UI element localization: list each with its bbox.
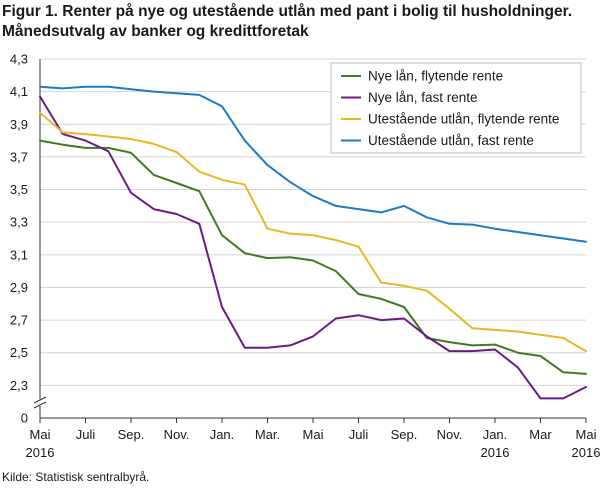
- y-tick-label: 3,7: [10, 149, 28, 164]
- series-line-3: [39, 111, 587, 353]
- x-tick-label: Mar.: [255, 427, 280, 442]
- x-tick-label: Juli: [349, 427, 369, 442]
- x-tick-label: Nov.: [164, 427, 190, 442]
- series-line-1: [39, 139, 587, 375]
- legend-box: [330, 62, 582, 154]
- axis-break-mark: [33, 401, 47, 409]
- y-tick-label: 3,1: [10, 247, 28, 262]
- x-tick-label: Nov.: [437, 427, 463, 442]
- y-tick-label: 2,7: [10, 313, 28, 328]
- y-tick-label: 2,9: [10, 280, 28, 295]
- axis-break-gap: [34, 399, 46, 406]
- y-tick-label: 3,3: [10, 215, 28, 230]
- x-tick-label: Jan.: [483, 427, 508, 442]
- y-tick-label: 2,3: [10, 378, 28, 393]
- y-tick-label: 4,3: [10, 52, 28, 67]
- x-tick-year-label: 2016: [481, 445, 510, 460]
- legend-label: Nye lån, flytende rente: [368, 69, 503, 84]
- legend-label: Nye lån, fast rente: [368, 90, 478, 105]
- legend-label: Utestående utlån, fast rente: [368, 133, 534, 148]
- x-tick-label: Mar: [529, 427, 552, 442]
- y-tick-label: 3,9: [10, 117, 28, 132]
- axes: 4,34,13,93,73,53,33,12,92,72,52,30Mai201…: [10, 52, 601, 461]
- axis-break-mark: [33, 396, 47, 404]
- chart-title: Figur 1. Renter på nye og utestående utl…: [2, 2, 606, 42]
- chart-title-line-1: Figur 1. Renter på nye og utestående utl…: [2, 3, 573, 20]
- x-tick-label: Mai: [30, 427, 51, 442]
- x-tick-label: Sep.: [118, 427, 145, 442]
- x-tick-year-label: 2016: [26, 445, 55, 460]
- x-tick-label: Mai: [303, 427, 324, 442]
- y-tick-label: 0: [21, 411, 28, 426]
- x-tick-label: Sep.: [391, 427, 418, 442]
- series-lines: [39, 85, 587, 400]
- x-tick-year-label: 2016: [572, 445, 601, 460]
- x-tick-label: Mai: [576, 427, 597, 442]
- series-line-2: [39, 95, 587, 400]
- y-tick-label: 4,1: [10, 84, 28, 99]
- legend-label: Utestående utlån, flytende rente: [368, 112, 559, 127]
- x-tick-label: Juli: [76, 427, 96, 442]
- series-line-4: [39, 85, 587, 243]
- x-tick-label: Jan.: [210, 427, 235, 442]
- legend: Nye lån, flytende rente Nye lån, fast ren…: [330, 62, 582, 154]
- y-tick-label: 3,5: [10, 182, 28, 197]
- chart-title-line-2: Månedsutvalg av banker og kredittforetak: [2, 23, 309, 40]
- source-note: Kilde: Statistisk sentralbyrå.: [2, 470, 150, 484]
- y-tick-label: 2,5: [10, 345, 28, 360]
